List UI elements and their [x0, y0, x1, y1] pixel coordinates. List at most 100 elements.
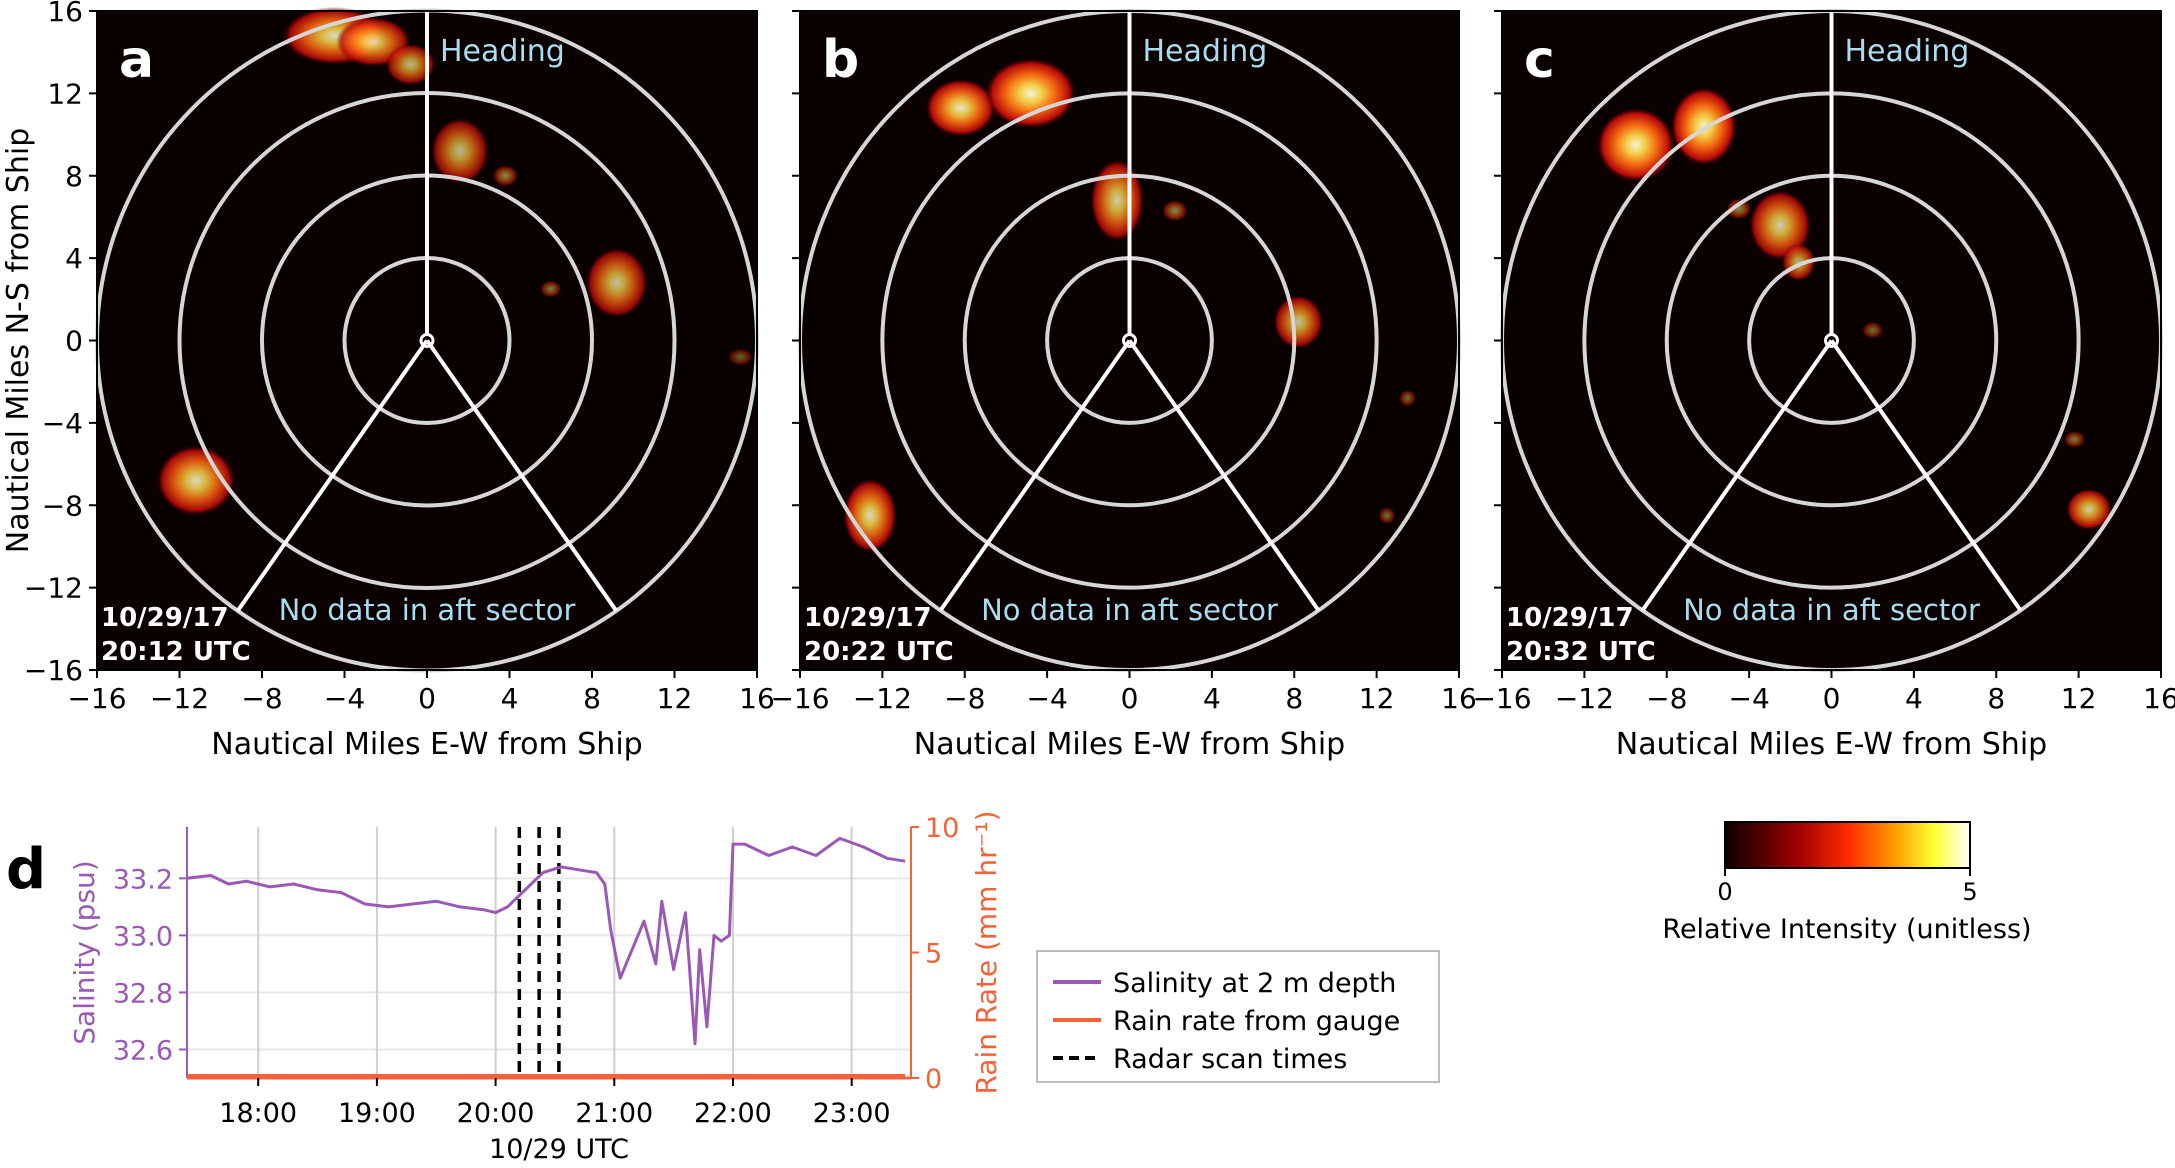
heading-label: Heading — [1845, 34, 1970, 69]
radar-echo — [2066, 488, 2112, 530]
y-tick-label: −12 — [24, 572, 83, 605]
heading-label: Heading — [1143, 34, 1268, 69]
radar-echo — [1162, 200, 1188, 222]
scan-time: 20:22 UTC — [804, 637, 954, 667]
radar-echo — [1782, 243, 1816, 281]
legend-label: Salinity at 2 m depth — [1113, 968, 1396, 999]
legend-label: Radar scan times — [1113, 1044, 1347, 1075]
y-tick-label: −8 — [42, 489, 83, 522]
radar-echo — [1749, 190, 1811, 261]
legend-label: Rain rate from gauge — [1113, 1006, 1400, 1037]
radar-echo — [1726, 198, 1752, 219]
radar-echo — [585, 247, 648, 318]
panel-letter: c — [1524, 30, 1555, 90]
time-tick-label: 19:00 — [338, 1098, 416, 1129]
x-tick-label: 0 — [418, 682, 436, 715]
x-tick-label: −4 — [324, 682, 365, 715]
right-tick-label: 0 — [925, 1064, 942, 1095]
scan-time: 20:12 UTC — [101, 637, 251, 667]
y-tick-label: −4 — [42, 407, 83, 440]
radar-echo — [1862, 321, 1883, 339]
radar-echo — [1273, 295, 1324, 349]
radar-echo — [156, 445, 236, 516]
y-tick-label: 0 — [65, 325, 83, 358]
colorbar-label: Relative Intensity (unitless) — [1662, 914, 2031, 945]
x-tick-label: 8 — [1987, 682, 2005, 715]
x-tick-label: −16 — [1472, 682, 1531, 715]
radar-echo — [1596, 107, 1675, 182]
panel-letter: a — [119, 30, 154, 90]
radar-echo — [431, 118, 489, 185]
right-tick-label: 5 — [925, 939, 942, 970]
y-axis-label: Nautical Miles N-S from Ship — [1, 128, 36, 554]
x-tick-label: 16 — [739, 682, 775, 715]
aft-sector-label: No data in aft sector — [981, 593, 1278, 627]
x-tick-label: −8 — [944, 682, 985, 715]
left-tick-label: 32.8 — [113, 978, 173, 1009]
y-tick-label: 8 — [65, 160, 83, 193]
heading-label: Heading — [440, 34, 565, 69]
x-tick-label: 12 — [1359, 682, 1395, 715]
y-tick-label: −16 — [24, 654, 83, 687]
panel-letter: d — [6, 837, 46, 902]
x-tick-label: −4 — [1728, 682, 1769, 715]
radar-echo — [1378, 507, 1396, 524]
radar-echo — [843, 478, 897, 553]
radar-echo — [385, 43, 436, 86]
radar-panels: a Heading No data in aft sector 10/29/17 20:… — [1, 0, 2175, 762]
radar-echo — [2064, 431, 2085, 448]
colorbar-max-label: 5 — [1962, 878, 1977, 906]
x-tick-label: −16 — [770, 682, 829, 715]
radar-echo — [1670, 87, 1737, 166]
aft-sector-edge-left — [1640, 339, 1834, 612]
aft-sector-edge-right — [1829, 339, 2023, 612]
x-tick-label: 4 — [1203, 682, 1221, 715]
aft-sector-label: No data in aft sector — [279, 593, 576, 627]
aft-sector-label: No data in aft sector — [1683, 593, 1980, 627]
salinity-line — [186, 836, 906, 1046]
scan-date: 10/29/17 — [804, 603, 932, 633]
x-tick-label: −12 — [853, 682, 912, 715]
x-axis-label: Nautical Miles E-W from Ship — [1616, 727, 2047, 762]
x-tick-label: 12 — [2061, 682, 2097, 715]
scan-date: 10/29/17 — [101, 603, 229, 633]
x-axis-label: Nautical Miles E-W from Ship — [211, 727, 642, 762]
aft-sector-edge-right — [1127, 339, 1321, 612]
radar-echo — [728, 348, 753, 366]
colorbar-min-label: 0 — [1717, 878, 1732, 906]
radar-echo — [1090, 159, 1144, 242]
right-tick-label: 10 — [925, 813, 959, 844]
radar-panel-c: c Heading No data in aft sector 10/29/17 20:… — [1472, 9, 2175, 762]
radar-echo — [985, 58, 1076, 129]
x-tick-label: 16 — [2143, 682, 2175, 715]
y-tick-label: 12 — [47, 77, 83, 110]
time-tick-label: 22:00 — [694, 1098, 772, 1129]
x-tick-label: 8 — [1285, 682, 1303, 715]
x-axis-label: Nautical Miles E-W from Ship — [914, 727, 1345, 762]
aft-sector-edge-right — [425, 339, 618, 612]
x-tick-label: 4 — [1905, 682, 1923, 715]
x-tick-label: 8 — [583, 682, 601, 715]
panel-letter: b — [822, 30, 859, 90]
x-tick-label: 16 — [1441, 682, 1477, 715]
x-tick-label: −4 — [1026, 682, 1067, 715]
radar-panel-b: b Heading No data in aft sector 10/29/17 20:… — [770, 9, 1477, 762]
radar-echo — [1399, 389, 1416, 407]
x-axis-label: 10/29 UTC — [489, 1134, 629, 1165]
y-tick-label: 4 — [65, 242, 83, 275]
time-tick-label: 23:00 — [813, 1098, 891, 1129]
colorbar-gradient — [1724, 821, 1971, 869]
radar-panel-a: a Heading No data in aft sector 10/29/17 20:… — [1, 0, 775, 762]
x-tick-label: 0 — [1823, 682, 1841, 715]
colorbar: 0 5 Relative Intensity (unitless) — [1662, 821, 2032, 945]
scan-time: 20:32 UTC — [1506, 637, 1656, 667]
panel-d-timeseries: d 32.6 32.8 33.0 33.2 0 5 10 18:00 19:00 20:00 21:0… — [6, 810, 1440, 1165]
y-tick-label: 16 — [47, 0, 83, 28]
scan-date: 10/29/17 — [1506, 603, 1634, 633]
left-tick-label: 32.6 — [113, 1035, 173, 1066]
left-tick-label: 33.2 — [113, 864, 173, 895]
radar-echo — [540, 280, 562, 298]
left-tick-label: 33.0 — [113, 921, 173, 952]
right-axis-label: Rain Rate (mm hr⁻¹) — [970, 810, 1003, 1094]
